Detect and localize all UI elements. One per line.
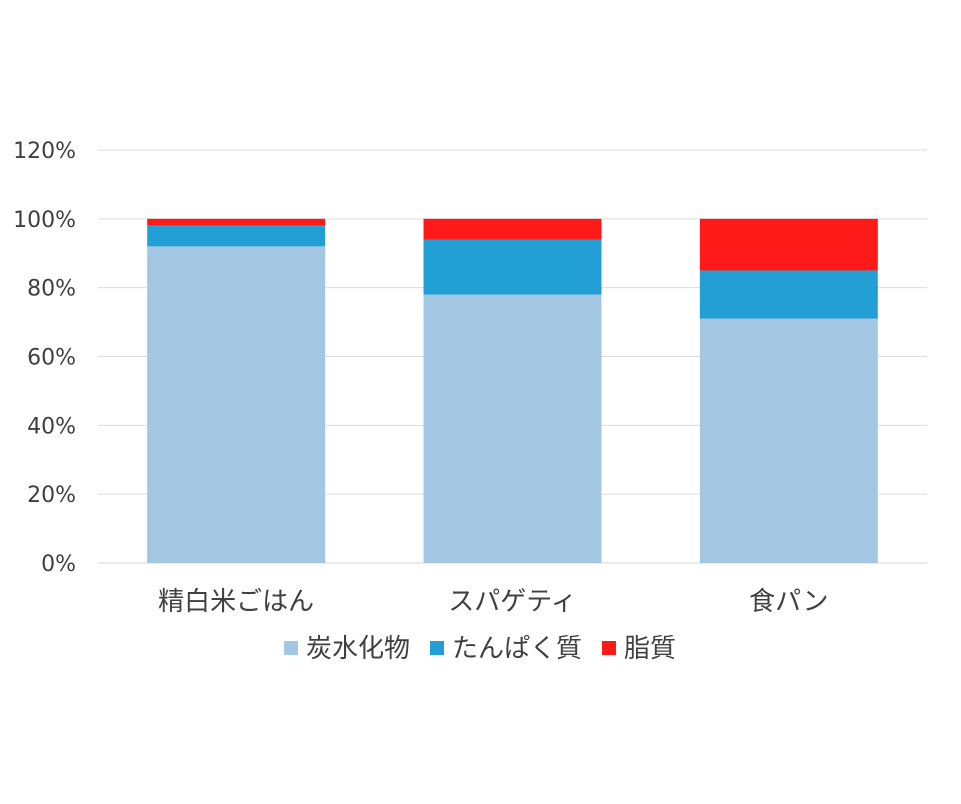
y-tick-label: 0%	[41, 552, 76, 577]
y-tick-label: 20%	[27, 483, 76, 508]
x-category-label: 食パン	[749, 587, 828, 617]
legend-label-2: たんぱく質	[452, 634, 582, 664]
bar-segment-1-category-1	[147, 246, 326, 563]
x-category-label: 精白米ごはん	[158, 587, 314, 617]
legend: 炭水化物 たんぱく質 脂質	[284, 634, 676, 664]
y-tick-label: 80%	[27, 277, 76, 302]
legend-label-1: 炭水化物	[306, 634, 410, 664]
bar-segment-1-category-3	[699, 318, 878, 563]
bar-segment-3-category-1	[147, 218, 326, 226]
y-tick-label: 40%	[27, 414, 76, 439]
bar-segment-1-category-2	[423, 294, 602, 563]
x-axis-category-labels: 精白米ごはん スパゲティ 食パン	[158, 587, 828, 617]
bar-segment-2-category-3	[699, 270, 878, 319]
bar-segment-2-category-1	[147, 225, 326, 247]
legend-swatch-2	[430, 641, 444, 655]
bar-segment-3-category-2	[423, 218, 602, 240]
y-tick-label: 100%	[13, 208, 76, 233]
legend-label-3: 脂質	[624, 634, 676, 664]
y-tick-label: 60%	[27, 346, 76, 371]
legend-swatch-1	[284, 641, 298, 655]
y-axis-tick-labels: 0% 20% 40% 60% 80% 100% 120%	[13, 139, 76, 577]
bars	[147, 218, 878, 563]
y-tick-label: 120%	[13, 139, 76, 164]
bar-segment-3-category-3	[699, 218, 878, 271]
x-category-label: スパゲティ	[448, 587, 576, 617]
bar-segment-2-category-2	[423, 239, 602, 295]
legend-swatch-3	[602, 641, 616, 655]
